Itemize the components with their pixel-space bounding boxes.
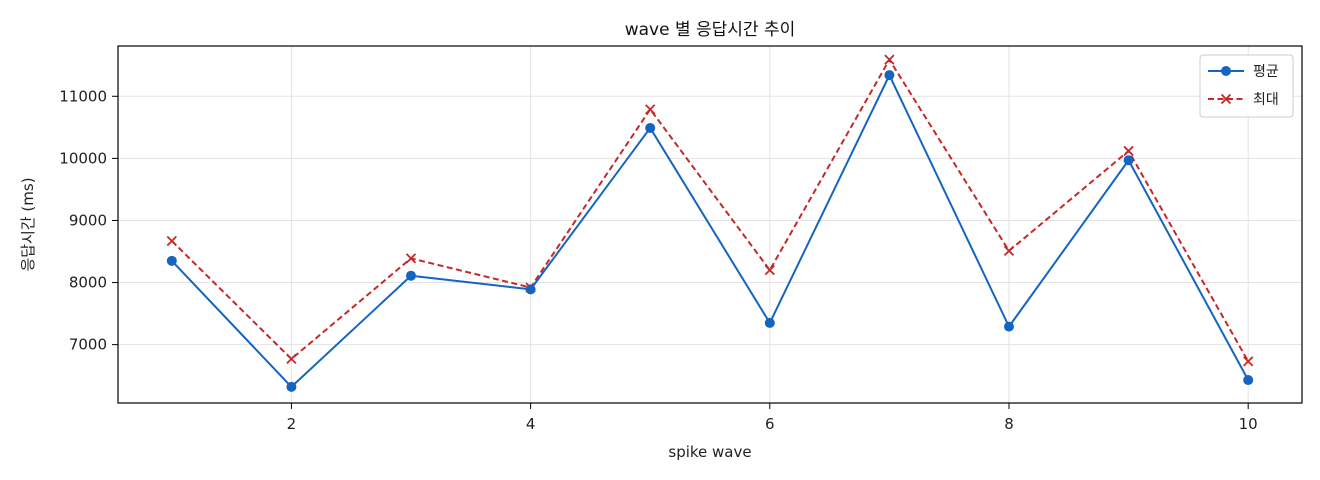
data-point	[1243, 375, 1254, 386]
x-tick-label: 4	[526, 415, 536, 433]
plot-frame	[117, 45, 1303, 404]
legend-item: 최대	[1208, 92, 1279, 108]
series-mean	[166, 70, 1254, 392]
y-tick-label: 8000	[69, 274, 107, 292]
y-tick-label: 10000	[59, 149, 107, 167]
data-point	[764, 264, 775, 276]
data-point	[645, 122, 656, 133]
series-layer	[166, 54, 1254, 392]
legend-label: 최대	[1253, 92, 1279, 108]
data-point	[525, 284, 536, 295]
data-point	[405, 253, 417, 264]
x-tick-label: 6	[765, 415, 775, 433]
x-axis-label: spike wave	[668, 443, 751, 461]
y-axis-label: 응답시간 (ms)	[19, 177, 37, 271]
data-point	[406, 270, 417, 281]
grid-lines	[118, 46, 1302, 403]
legend-box	[1199, 54, 1294, 118]
data-point	[286, 353, 297, 365]
series-line	[171, 58, 1250, 362]
data-point	[1123, 155, 1134, 166]
data-point	[764, 317, 775, 328]
x-tick-label: 8	[1004, 415, 1014, 433]
y-tick-label: 11000	[59, 87, 107, 105]
y-tick-label: 7000	[69, 336, 107, 354]
data-point	[166, 235, 177, 247]
legend-item: 평균	[1208, 64, 1279, 80]
x-tick-label: 2	[287, 415, 297, 433]
legend-marker	[1220, 93, 1232, 105]
y-tick-label: 9000	[69, 211, 107, 229]
legend-marker	[1221, 66, 1231, 76]
data-point	[166, 255, 177, 266]
series-line	[171, 74, 1250, 388]
data-point	[1123, 145, 1134, 157]
data-point	[1003, 321, 1014, 332]
data-point	[1003, 245, 1015, 257]
x-tick-label: 10	[1239, 415, 1258, 433]
legend-label: 평균	[1253, 64, 1279, 80]
data-point	[1243, 356, 1254, 367]
chart-title: wave 별 응답시간 추이	[625, 20, 796, 40]
axis-ticks: 2 4 6 8 10 7000 8000 9000 10000 11000	[59, 87, 1257, 433]
data-point	[645, 104, 656, 115]
data-point	[884, 54, 895, 65]
data-point	[884, 70, 895, 81]
data-point	[286, 381, 297, 392]
